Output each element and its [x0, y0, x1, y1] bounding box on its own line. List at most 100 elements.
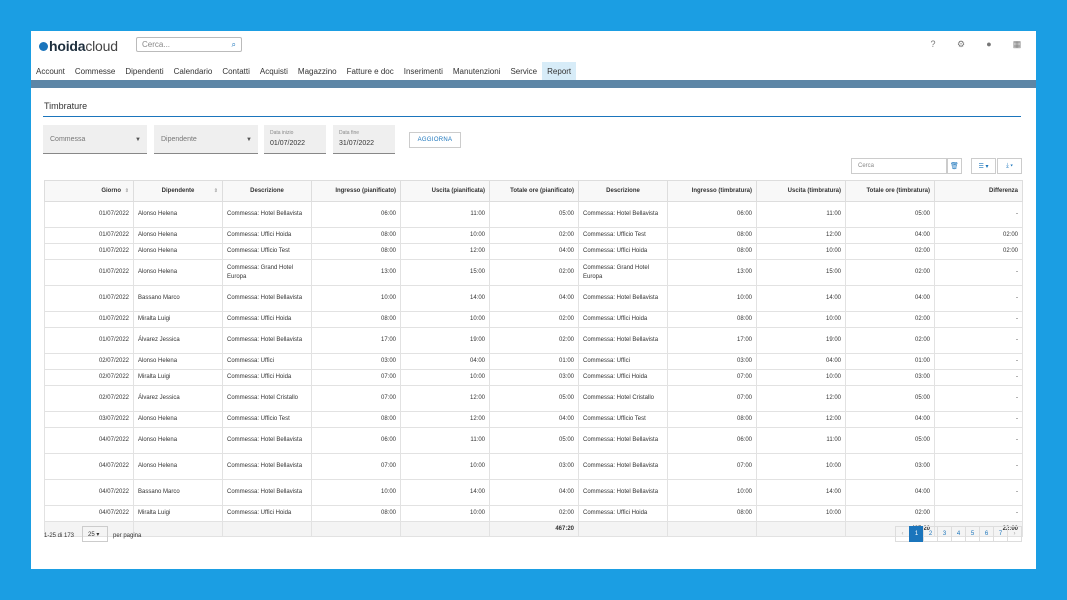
menu-item-dipendenti[interactable]: Dipendenti — [125, 67, 164, 76]
column-header[interactable]: Uscita (timbratura) — [756, 180, 846, 202]
aggiorna-button[interactable]: AGGIORNA — [409, 132, 461, 148]
table-cell: Commessa: Uffici Hoida — [578, 243, 668, 260]
table-cell: 03:00 — [667, 353, 757, 370]
timbrature-panel: Timbrature Commessa ▼ Dipendente ▼ Data in… — [36, 90, 1032, 565]
menu-item-account[interactable]: Account — [36, 67, 65, 76]
table-row[interactable]: 02/07/2022 Alonso Helena Commessa: Uffici 0… — [44, 353, 1023, 370]
help-icon[interactable]: ? — [930, 39, 936, 49]
table-cell: Commessa: Uffici Hoida — [222, 311, 312, 328]
table-row[interactable]: 03/07/2022 Alonso Helena Commessa: Ufficio… — [44, 411, 1023, 428]
table-cell: Commessa: Uffici Hoida — [578, 505, 668, 522]
menu-item-commesse[interactable]: Commesse — [74, 67, 116, 76]
pagination-prev-button[interactable]: ‹ — [895, 526, 910, 542]
total-pianificato: 467:20 — [489, 521, 579, 537]
table-row[interactable]: 04/07/2022 Alonso Helena Commessa: Hotel B… — [44, 453, 1023, 480]
table-cell: Commessa: Hotel Cristallo — [222, 385, 312, 412]
table-cell: Commessa: Hotel Bellavista — [578, 285, 668, 312]
column-header[interactable]: Ingresso (timbratura) — [667, 180, 757, 202]
trash-icon[interactable]: 🗑 — [947, 158, 962, 174]
gear-icon[interactable]: ⚙ — [956, 39, 966, 49]
column-header[interactable]: Ingresso (pianificato) — [311, 180, 401, 202]
table-cell: 04:00 — [845, 285, 935, 312]
column-header[interactable]: Differenza — [934, 180, 1023, 202]
table-row[interactable]: 01/07/2022 Miralta Luigi Commessa: Uffici … — [44, 311, 1023, 328]
table-cell: Alonso Helena — [133, 453, 223, 480]
table-cell: 03/07/2022 — [44, 411, 134, 428]
table-row[interactable]: 01/07/2022 Álvarez Jessica Commessa: Hotel… — [44, 327, 1023, 354]
table-cell: 04:00 — [489, 243, 579, 260]
table-row[interactable]: 04/07/2022 Miralta Luigi Commessa: Uffici … — [44, 505, 1023, 522]
table-row[interactable]: 04/07/2022 Alonso Helena Commessa: Hotel B… — [44, 427, 1023, 454]
total-empty-cell — [44, 521, 134, 537]
table-cell: 04:00 — [400, 353, 490, 370]
table-cell: 02:00 — [489, 311, 579, 328]
table-cell: 17:00 — [311, 327, 401, 354]
pagination-page-2[interactable]: 2 — [923, 526, 938, 542]
column-header[interactable]: Totale ore (pianificato) — [489, 180, 579, 202]
pagination-page-6[interactable]: 6 — [979, 526, 994, 542]
table-cell: - — [934, 427, 1023, 454]
pagination-page-4[interactable]: 4 — [951, 526, 966, 542]
table-cell: 15:00 — [756, 259, 846, 286]
table-row[interactable]: 01/07/2022 Alonso Helena Commessa: Ufficio… — [44, 243, 1023, 260]
table-cell: 02:00 — [845, 311, 935, 328]
table-search-input[interactable]: Cerca — [851, 158, 947, 174]
table-cell: Bassano Marco — [133, 285, 223, 312]
menu-item-report[interactable]: Report — [542, 62, 577, 80]
column-header[interactable]: Descrizione — [578, 180, 668, 202]
menu-item-magazzino[interactable]: Magazzino — [297, 67, 337, 76]
commessa-dropdown[interactable]: Commessa ▼ — [43, 125, 147, 154]
data-inizio-field[interactable]: Data inizio 01/07/2022 — [264, 125, 326, 154]
pagination-page-3[interactable]: 3 — [937, 526, 952, 542]
dipendente-dropdown[interactable]: Dipendente ▼ — [154, 125, 258, 154]
table-row[interactable]: 01/07/2022 Alonso Helena Commessa: Hotel B… — [44, 201, 1023, 228]
table-cell: Alonso Helena — [133, 243, 223, 260]
menu-item-fatture-e-doc[interactable]: Fatture e doc — [346, 67, 394, 76]
column-header[interactable]: Descrizione — [222, 180, 312, 202]
per-page-select[interactable]: 25 ▾ — [82, 526, 108, 542]
column-header[interactable]: Giorno ⇕ — [44, 180, 134, 202]
table-row[interactable]: 01/07/2022 Alonso Helena Commessa: Grand H… — [44, 259, 1023, 286]
table-row[interactable]: 04/07/2022 Bassano Marco Commessa: Hotel B… — [44, 479, 1023, 506]
column-header[interactable]: Uscita (pianificata) — [400, 180, 490, 202]
table-row[interactable]: 02/07/2022 Álvarez Jessica Commessa: Hotel… — [44, 385, 1023, 412]
search-icon[interactable]: ⌕ — [231, 40, 236, 49]
column-header[interactable]: Totale ore (timbratura) — [845, 180, 935, 202]
menu-item-contatti[interactable]: Contatti — [222, 67, 250, 76]
export-menu-button[interactable]: ⤓ ▾ — [997, 158, 1022, 174]
table-cell: 08:00 — [667, 411, 757, 428]
global-search-input[interactable]: Cerca... ⌕ — [136, 37, 242, 52]
app-logo[interactable]: hoidacloud — [39, 38, 118, 54]
menu-item-manutenzioni[interactable]: Manutenzioni — [452, 67, 501, 76]
table-row[interactable]: 02/07/2022 Miralta Luigi Commessa: Uffici … — [44, 369, 1023, 386]
table-cell: 01/07/2022 — [44, 259, 134, 286]
apps-grid-icon[interactable]: ▦ — [1012, 39, 1022, 49]
table-cell: 04:00 — [489, 285, 579, 312]
sort-icon[interactable]: ⇕ — [124, 188, 129, 194]
table-cell: 05:00 — [489, 427, 579, 454]
table-cell: Alonso Helena — [133, 427, 223, 454]
table-row[interactable]: 01/07/2022 Bassano Marco Commessa: Hotel B… — [44, 285, 1023, 312]
table-cell: 10:00 — [311, 285, 401, 312]
sort-icon[interactable]: ⇕ — [213, 188, 218, 194]
data-fine-field[interactable]: Data fine 31/07/2022 — [333, 125, 395, 154]
columns-menu-button[interactable]: ☰ ▾ — [971, 158, 996, 174]
pagination-page-5[interactable]: 5 — [965, 526, 980, 542]
table-cell: - — [934, 505, 1023, 522]
menu-item-acquisti[interactable]: Acquisti — [259, 67, 288, 76]
menu-item-inserimenti[interactable]: Inserimenti — [403, 67, 443, 76]
table-cell: 08:00 — [311, 227, 401, 244]
table-cell: 10:00 — [756, 369, 846, 386]
pagination-page-1[interactable]: 1 — [909, 526, 924, 542]
pagination-page-7[interactable]: 7 — [993, 526, 1008, 542]
menu-item-service[interactable]: Service — [510, 67, 538, 76]
table-cell: 12:00 — [756, 411, 846, 428]
user-icon[interactable]: ● — [986, 39, 992, 49]
column-header[interactable]: Dipendente ⇕ — [133, 180, 223, 202]
table-cell: 08:00 — [311, 505, 401, 522]
menu-item-calendario[interactable]: Calendario — [173, 67, 213, 76]
table-cell: 07:00 — [311, 385, 401, 412]
table-cell: 10:00 — [756, 505, 846, 522]
pagination-next-button[interactable]: › — [1007, 526, 1022, 542]
table-row[interactable]: 01/07/2022 Alonso Helena Commessa: Uffici … — [44, 227, 1023, 244]
